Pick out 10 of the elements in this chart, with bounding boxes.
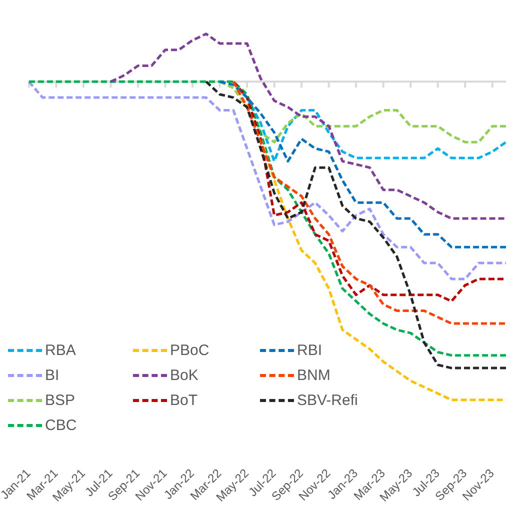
legend-label: PBoC: [170, 342, 210, 359]
legend-label: BoT: [170, 392, 198, 409]
legend-label: BSP: [45, 392, 76, 409]
legend-label: RBI: [297, 342, 322, 359]
legend-label: BoK: [170, 367, 198, 384]
legend-label: BI: [45, 367, 60, 384]
legend-label: SBV-Refi: [297, 392, 358, 409]
legend-label: BNM: [297, 367, 330, 384]
legend-label: RBA: [45, 342, 76, 359]
legend-label: CBC: [45, 417, 77, 434]
